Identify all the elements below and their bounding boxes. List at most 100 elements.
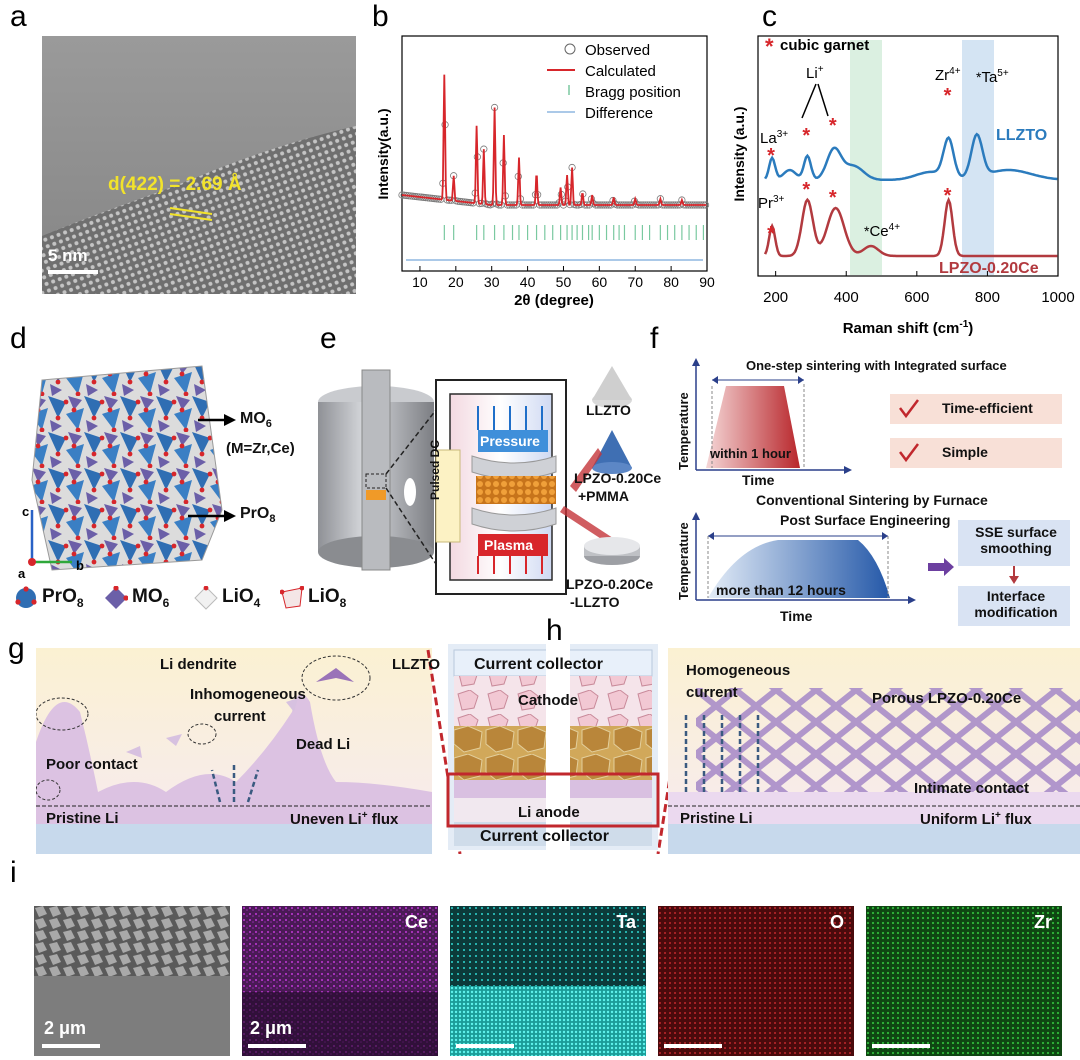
- legend-difference: Difference: [585, 105, 653, 122]
- xrd-xtick-label: 80: [663, 274, 679, 290]
- benefit-simple: Simple: [942, 444, 988, 460]
- zr-scale-bar: [872, 1044, 930, 1048]
- raman-frame: [757, 35, 1059, 277]
- lio4-legend-label: LiO4: [222, 586, 261, 610]
- raman-llzto-series: [764, 132, 1058, 182]
- panel-label-h: h: [546, 614, 563, 647]
- top-profile: [706, 386, 800, 468]
- xrd-calculated-line: [401, 74, 707, 206]
- benefit-box-2: [890, 438, 1062, 468]
- xrd-chart: Observed Calculated Bragg position Diffe…: [375, 35, 715, 309]
- pr-label: Pr3+: [758, 194, 785, 212]
- f-top-ylabel: Temperature: [676, 392, 691, 470]
- right-porous-mesh: [696, 688, 1080, 792]
- axis-b-label: b: [76, 558, 84, 573]
- ta-map-label: Ta: [616, 912, 636, 932]
- raman-xlabel: Raman shift (cm-1): [843, 319, 974, 337]
- g-dead-li: Dead Li: [296, 736, 351, 753]
- ce-label: *Ce4+: [864, 222, 900, 240]
- pressure-arrows: [477, 406, 543, 430]
- mo6-label: MO6: [240, 410, 272, 431]
- xrd-xtick-label: 50: [556, 274, 572, 290]
- raman-garnet-star: *: [802, 179, 810, 201]
- steps-arrow: [928, 558, 954, 576]
- structure-legend: PrO8 MO6 LiO4 LiO8: [14, 584, 364, 614]
- benefit-box-1: [890, 394, 1062, 424]
- pro8-arrow-head: [224, 510, 236, 522]
- legend-bragg: Bragg position: [585, 84, 681, 101]
- li-arrow-1: [801, 83, 817, 119]
- ce-scale-bar: [248, 1044, 306, 1048]
- g-inhomogeneous: Inhomogeneous: [190, 686, 306, 703]
- o-map: O: [658, 906, 854, 1056]
- raman-xtick-label: 600: [904, 289, 929, 306]
- step-box-2: [958, 586, 1070, 626]
- g-poor-contact: Poor contact: [46, 756, 138, 773]
- panel-label-i: i: [10, 856, 17, 889]
- xrd-xtick-label: 10: [412, 274, 428, 290]
- xrd-xtick-label: 30: [484, 274, 500, 290]
- ta-map: Ta: [450, 906, 646, 1056]
- xrd-ylabel: Intensity(a.u.): [375, 108, 391, 199]
- g-poor-contact-circle: [36, 779, 61, 801]
- raman-garnet-star: *: [944, 185, 952, 207]
- xrd-xtick-label: 40: [520, 274, 536, 290]
- cubic-garnet-legend: cubic garnet: [780, 37, 869, 54]
- axis-origin: [28, 558, 36, 566]
- zoom-line-bottom: [385, 487, 437, 565]
- scale-label-a: 5 nm: [48, 246, 88, 265]
- check-icon-1: [899, 399, 919, 419]
- plasma-arrows: [477, 556, 543, 574]
- zoom-source: [365, 473, 387, 489]
- panel-label-b: b: [372, 0, 389, 33]
- lpzo-pmma-label-1: LPZO-0.20Ce: [574, 470, 662, 486]
- powder-bed: [476, 476, 556, 504]
- f-bottom-xlabel: Time: [780, 608, 813, 624]
- g-dendrite-region: [36, 694, 432, 824]
- panel-label-a: a: [10, 0, 27, 33]
- tem-texture: [42, 36, 356, 294]
- zr-label: Zr4+: [935, 66, 961, 84]
- h-cathode-label: Cathode: [518, 692, 578, 709]
- pulsed-dc-label: Pulsed DC: [428, 439, 442, 500]
- pro8-legend-icon: [15, 586, 37, 608]
- g-llzto-grain: [316, 668, 354, 682]
- step-down-arrow: [1009, 576, 1019, 584]
- zr-map-label: Zr: [1034, 912, 1052, 932]
- right-contact-layer: [668, 792, 1080, 824]
- zr-map: Zr: [866, 906, 1062, 1056]
- mix-arrow: [570, 448, 602, 492]
- raman-chart: 200 400 600 800 1000 * cubic garnet Li+ La3+…: [731, 34, 1075, 337]
- h-current-collector-bottom: Current collector: [480, 828, 609, 845]
- llzto-powder-pile: [592, 366, 632, 408]
- cubic-star: *: [765, 34, 774, 59]
- g-llzto: LLZTO: [392, 656, 441, 673]
- pressure-banner: [478, 430, 548, 452]
- li-arrow-2: [817, 83, 829, 117]
- g-dendrite-circle: [36, 697, 89, 731]
- step-box-1: [958, 520, 1070, 566]
- sem-image: 2 μm: [34, 906, 230, 1056]
- li-label: Li+: [806, 64, 824, 82]
- plasma-banner: [478, 534, 548, 556]
- h-homogeneous: Homogeneous: [686, 662, 791, 679]
- xrd-legend: Observed Calculated Bragg position Diffe…: [547, 42, 681, 122]
- g-current-arrows: [210, 762, 260, 803]
- g-pristine-li: [36, 824, 432, 854]
- panel-label-e: e: [320, 322, 337, 355]
- h-uniform-flux: Uniform Li+ flux: [920, 810, 1032, 828]
- plasma-label: Plasma: [484, 537, 534, 553]
- o-map-label: O: [829, 912, 844, 932]
- bottom-profile: [708, 540, 890, 598]
- sintering-schematic: [692, 358, 1070, 626]
- h-current-collector-top: Current collector: [474, 656, 603, 673]
- scale-bar-a: [48, 270, 98, 274]
- lio8-legend-label: LiO8: [308, 586, 347, 610]
- legend-observed: Observed: [585, 42, 650, 59]
- ce-scale-label: 2 μm: [250, 1018, 293, 1038]
- raman-xtick-label: 400: [834, 289, 859, 306]
- xrd-observed-point: [678, 196, 686, 204]
- xrd-xlabel: 2θ (degree): [514, 292, 594, 309]
- raman-garnet-star: *: [829, 187, 837, 209]
- pro8-label: PrO8: [240, 505, 276, 526]
